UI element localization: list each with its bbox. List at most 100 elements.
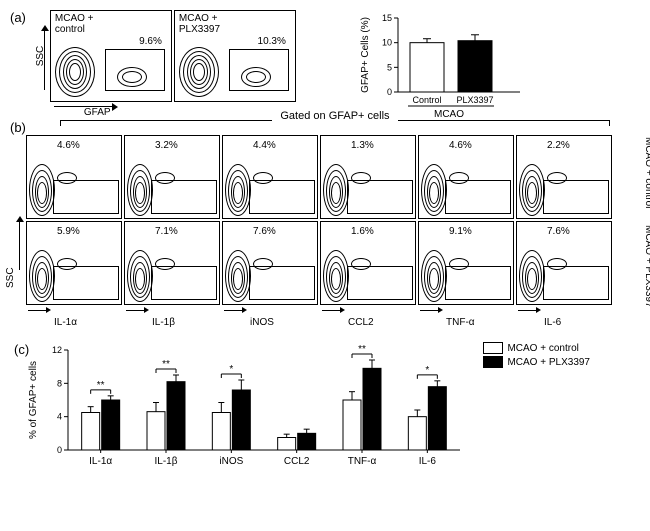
- facs-cell: 4.4%: [222, 135, 318, 219]
- facs-cell-gate: [151, 180, 217, 214]
- facs-cell: 1.6%: [320, 221, 416, 305]
- facs-cell-pct: 7.6%: [253, 226, 276, 237]
- facs-cell-gate: [347, 266, 413, 300]
- svg-text:CCL2: CCL2: [284, 456, 310, 467]
- arrow-icon: [28, 307, 88, 315]
- facs-cell-pct: 2.2%: [547, 140, 570, 151]
- contour-icon: [225, 156, 255, 216]
- svg-text:*: *: [425, 365, 429, 376]
- panel-a: (a) SSC MCAO + control 9.6%: [10, 10, 640, 110]
- svg-text:**: **: [358, 344, 366, 355]
- facs-gate-plx: 10.3%: [229, 49, 289, 91]
- facs-title-plx: MCAO + PLX3397: [179, 13, 220, 35]
- facs-cell-pct: 1.3%: [351, 140, 374, 151]
- facs-cell-pct: 7.6%: [547, 226, 570, 237]
- panel-a-y-axis-label: SSC: [35, 46, 46, 67]
- panel-b-x-labels: IL-1αIL-1βiNOSCCL2TNF-αIL-6: [26, 317, 640, 328]
- svg-text:IL-6: IL-6: [419, 456, 437, 467]
- contour-icon: [519, 156, 549, 216]
- svg-text:0: 0: [57, 445, 62, 455]
- svg-text:*: *: [229, 364, 233, 375]
- contour-icon: [519, 242, 549, 302]
- facs-cell: 7.6%: [222, 221, 318, 305]
- panel-b: (b) Gated on GFAP+ cells SSC 4.6%: [10, 120, 640, 328]
- panel-b-y-axis-label: SSC: [5, 267, 16, 288]
- contour-icon: [421, 242, 451, 302]
- arrow-icon: [518, 307, 578, 315]
- facs-cell-gate: [53, 266, 119, 300]
- svg-text:4: 4: [57, 412, 62, 422]
- panel-b-x-label: CCL2: [320, 317, 416, 328]
- arrow-icon: [322, 307, 382, 315]
- panel-b-x-label: TNF-α: [418, 317, 514, 328]
- gated-on-text: Gated on GFAP+ cells: [272, 110, 397, 122]
- facs-cell: 1.3%: [320, 135, 416, 219]
- svg-text:IL-1α: IL-1α: [89, 456, 112, 467]
- facs-cell-pct: 4.6%: [57, 140, 80, 151]
- panel-b-x-label: IL-1α: [26, 317, 122, 328]
- facs-cell-gate: [347, 180, 413, 214]
- facs-cell: 7.6%: [516, 221, 612, 305]
- svg-text:PLX3397: PLX3397: [456, 95, 493, 105]
- svg-text:IL-1β: IL-1β: [155, 456, 178, 467]
- barchart-a-svg: 051015GFAP+ Cells (%)ControlPLX3397MCAO: [356, 10, 526, 120]
- facs-cell-pct: 5.9%: [57, 226, 80, 237]
- svg-text:TNF-α: TNF-α: [348, 456, 377, 467]
- panel-b-x-label: IL-1β: [124, 317, 220, 328]
- svg-text:Control: Control: [412, 95, 441, 105]
- contour-icon: [179, 47, 219, 97]
- panel-a-label: (a): [10, 10, 26, 25]
- svg-text:8: 8: [57, 378, 62, 388]
- facs-plot-control: MCAO + control 9.6%: [50, 10, 172, 102]
- facs-cell: 5.9%: [26, 221, 122, 305]
- contour-icon: [29, 156, 59, 216]
- facs-cell-pct: 3.2%: [155, 140, 178, 151]
- arrow-icon: [420, 307, 480, 315]
- panel-a-plots: SSC MCAO + control 9.6%: [50, 10, 296, 102]
- arrow-icon: [126, 307, 186, 315]
- facs-cell-gate: [543, 266, 609, 300]
- facs-cell-pct: 4.6%: [449, 140, 472, 151]
- panel-b-x-label: iNOS: [222, 317, 318, 328]
- panel-a-barchart: 051015GFAP+ Cells (%)ControlPLX3397MCAO: [356, 10, 496, 110]
- svg-text:**: **: [162, 359, 170, 370]
- facs-cell-gate: [249, 180, 315, 214]
- panel-c-legend: MCAO + control MCAO + PLX3397: [483, 342, 590, 370]
- gated-on-label: Gated on GFAP+ cells: [30, 110, 640, 122]
- facs-cell: 3.2%: [124, 135, 220, 219]
- row-label-plx: MCAO + PLX3397: [643, 225, 650, 308]
- panel-b-x-label: IL-6: [516, 317, 612, 328]
- panel-b-grid: 4.6% 3.2%: [26, 135, 640, 305]
- panel-c: (c) 04812% of GFAP+ cells**IL-1α**IL-1β*…: [20, 342, 640, 472]
- contour-icon: [323, 242, 353, 302]
- contour-icon: [29, 242, 59, 302]
- facs-cell-pct: 7.1%: [155, 226, 178, 237]
- svg-text:15: 15: [382, 13, 392, 23]
- contour-icon: [55, 47, 95, 97]
- facs-cell-pct: 4.4%: [253, 140, 276, 151]
- svg-text:**: **: [97, 380, 105, 391]
- contour-icon: [127, 242, 157, 302]
- contour-icon: [323, 156, 353, 216]
- contour-icon: [127, 156, 157, 216]
- facs-pct-control: 9.6%: [139, 36, 162, 47]
- facs-cell-gate: [445, 180, 511, 214]
- facs-cell: 2.2%: [516, 135, 612, 219]
- facs-plot-plx: MCAO + PLX3397 10.3%: [174, 10, 296, 102]
- svg-text:% of GFAP+ cells: % of GFAP+ cells: [28, 361, 39, 439]
- facs-cell: 9.1%: [418, 221, 514, 305]
- svg-text:12: 12: [52, 345, 62, 355]
- facs-cell: 4.6%: [26, 135, 122, 219]
- contour-icon: [225, 242, 255, 302]
- figure: (a) SSC MCAO + control 9.6%: [10, 10, 640, 472]
- facs-cell-gate: [445, 266, 511, 300]
- svg-text:5: 5: [387, 62, 392, 72]
- svg-text:iNOS: iNOS: [219, 456, 243, 467]
- facs-gate-control: 9.6%: [105, 49, 165, 91]
- facs-cell-pct: 1.6%: [351, 226, 374, 237]
- facs-cell-gate: [249, 266, 315, 300]
- facs-cell-gate: [151, 266, 217, 300]
- facs-cell-pct: 9.1%: [449, 226, 472, 237]
- panel-b-y-arrow: [16, 212, 24, 272]
- legend-label-control: MCAO + control: [507, 343, 578, 354]
